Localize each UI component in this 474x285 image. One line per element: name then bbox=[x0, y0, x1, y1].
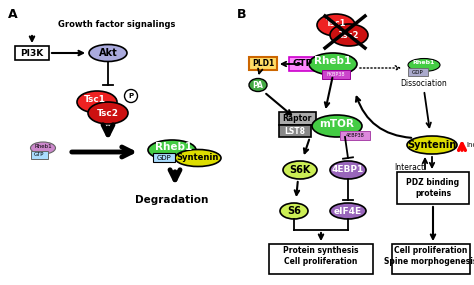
Text: P: P bbox=[128, 93, 134, 99]
Text: Protein synthesis
Cell proliferation: Protein synthesis Cell proliferation bbox=[283, 246, 359, 266]
Text: Rheb1: Rheb1 bbox=[314, 56, 352, 66]
Ellipse shape bbox=[88, 102, 128, 124]
Text: mTOR: mTOR bbox=[319, 119, 355, 129]
Text: Syntenin: Syntenin bbox=[407, 140, 456, 150]
Text: Rheb1: Rheb1 bbox=[34, 144, 52, 148]
Ellipse shape bbox=[408, 58, 440, 72]
Ellipse shape bbox=[77, 91, 117, 113]
Text: GDP: GDP bbox=[156, 154, 172, 160]
Ellipse shape bbox=[148, 140, 196, 160]
Ellipse shape bbox=[89, 44, 127, 62]
Text: Rheb1: Rheb1 bbox=[413, 60, 435, 66]
Ellipse shape bbox=[30, 142, 55, 154]
Text: Syntenin: Syntenin bbox=[177, 154, 219, 162]
FancyBboxPatch shape bbox=[340, 131, 370, 140]
Text: PI3K: PI3K bbox=[20, 48, 44, 58]
Ellipse shape bbox=[125, 89, 137, 103]
FancyBboxPatch shape bbox=[31, 151, 48, 159]
Ellipse shape bbox=[407, 136, 457, 154]
Text: Interact: Interact bbox=[394, 162, 424, 172]
Text: S6: S6 bbox=[287, 206, 301, 216]
Text: 4EBP1: 4EBP1 bbox=[332, 166, 364, 174]
Text: Cell proliferation
Spine morphogenesis: Cell proliferation Spine morphogenesis bbox=[384, 246, 474, 266]
Ellipse shape bbox=[330, 24, 368, 46]
Ellipse shape bbox=[330, 161, 366, 179]
Ellipse shape bbox=[249, 78, 267, 91]
Text: Increase: Increase bbox=[466, 142, 474, 148]
Text: Tsc1: Tsc1 bbox=[84, 95, 106, 103]
Text: GDP: GDP bbox=[412, 70, 424, 74]
Ellipse shape bbox=[309, 53, 357, 75]
Text: Rheb1: Rheb1 bbox=[155, 142, 192, 152]
Text: Degradation: Degradation bbox=[135, 195, 209, 205]
Text: Tsc2: Tsc2 bbox=[339, 30, 359, 40]
FancyBboxPatch shape bbox=[153, 153, 175, 162]
Text: PDZ binding
proteins: PDZ binding proteins bbox=[406, 178, 460, 198]
Text: Akt: Akt bbox=[99, 48, 118, 58]
Text: Growth factor signalings: Growth factor signalings bbox=[58, 20, 175, 29]
FancyBboxPatch shape bbox=[408, 68, 428, 76]
FancyBboxPatch shape bbox=[397, 172, 469, 204]
Text: A: A bbox=[8, 8, 18, 21]
FancyBboxPatch shape bbox=[322, 70, 350, 79]
Text: Raptor: Raptor bbox=[283, 114, 312, 123]
FancyBboxPatch shape bbox=[15, 46, 49, 60]
Text: Dissociation: Dissociation bbox=[401, 80, 447, 89]
Text: S6K: S6K bbox=[289, 165, 310, 175]
FancyBboxPatch shape bbox=[392, 244, 470, 274]
Ellipse shape bbox=[312, 115, 362, 137]
Text: LST8: LST8 bbox=[284, 127, 306, 135]
Ellipse shape bbox=[175, 150, 221, 166]
FancyBboxPatch shape bbox=[279, 125, 311, 137]
Text: GTP: GTP bbox=[293, 60, 313, 68]
Text: eIF4E: eIF4E bbox=[334, 207, 362, 215]
Text: PLD1: PLD1 bbox=[252, 59, 274, 68]
Text: 4EBP38: 4EBP38 bbox=[346, 133, 365, 138]
Text: PA: PA bbox=[253, 80, 264, 89]
FancyBboxPatch shape bbox=[269, 244, 373, 274]
FancyBboxPatch shape bbox=[249, 57, 277, 70]
Ellipse shape bbox=[283, 161, 317, 179]
Text: FKBP38: FKBP38 bbox=[327, 72, 345, 77]
Text: Tsc1: Tsc1 bbox=[326, 19, 346, 27]
Text: Tsc2: Tsc2 bbox=[97, 109, 119, 117]
Text: B: B bbox=[237, 8, 246, 21]
FancyBboxPatch shape bbox=[279, 112, 316, 125]
FancyBboxPatch shape bbox=[289, 57, 317, 71]
Ellipse shape bbox=[317, 14, 355, 36]
Text: GTP: GTP bbox=[34, 152, 44, 158]
Ellipse shape bbox=[330, 203, 366, 219]
Ellipse shape bbox=[280, 203, 308, 219]
